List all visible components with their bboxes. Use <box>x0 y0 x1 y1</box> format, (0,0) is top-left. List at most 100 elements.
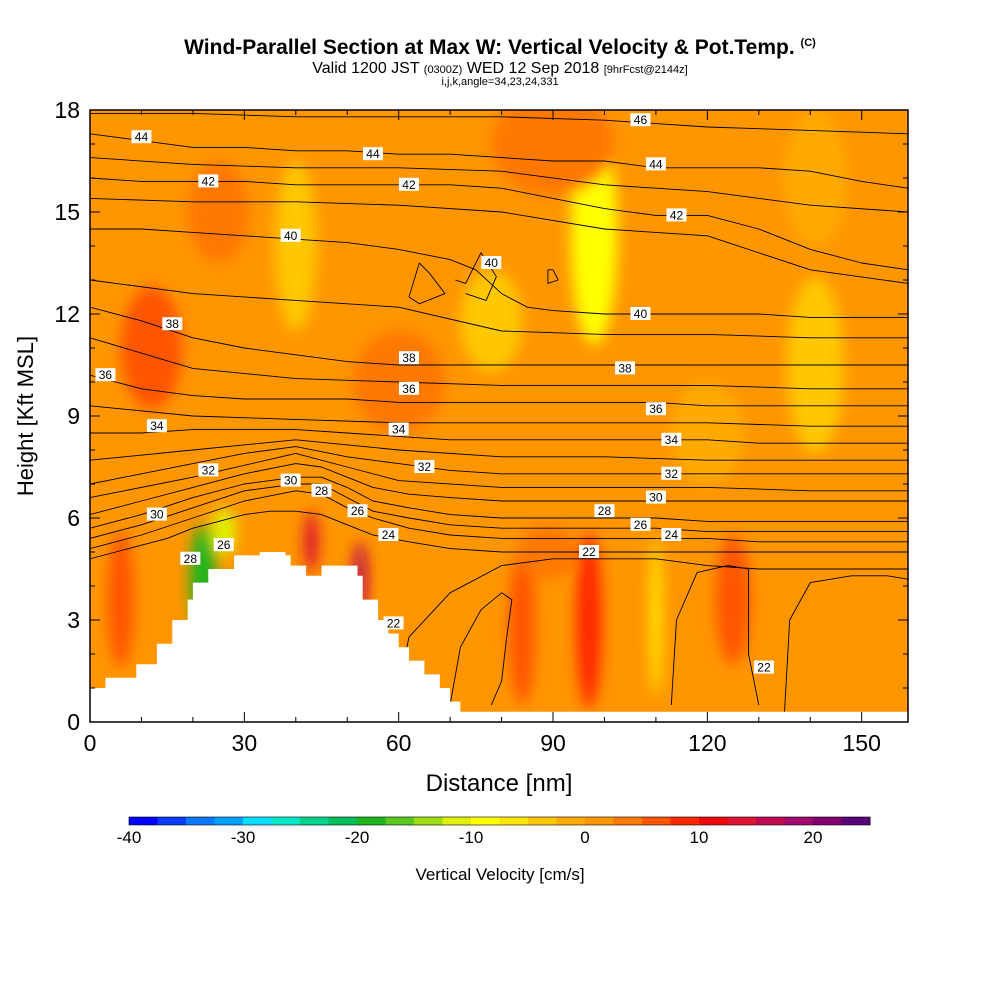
colorbar-swatch <box>727 817 757 825</box>
valid-prefix: Valid 1200 JST <box>312 60 420 77</box>
colorbar-swatch <box>813 817 842 825</box>
velocity-region <box>187 161 250 263</box>
contour-label-bg <box>398 177 419 191</box>
contour-label: 32 <box>661 466 682 481</box>
title-main-text: Wind-Parallel Section at Max W: Vertical… <box>184 36 795 59</box>
contour-label: 30 <box>146 508 167 522</box>
velocity-region <box>508 548 536 705</box>
terrain <box>90 552 908 722</box>
colorbar-swatch <box>357 817 386 825</box>
contour-label: 26 <box>347 504 368 518</box>
contour-label-bg <box>146 419 167 433</box>
y-tick-label: 9 <box>67 403 80 429</box>
colorbar-swatch <box>585 817 614 825</box>
contour-label-text: 38 <box>618 361 632 375</box>
contour-label-bg <box>388 422 409 436</box>
contour-label-bg <box>198 174 219 188</box>
colorbar-swatch <box>670 817 700 825</box>
contour-label-bg <box>666 208 687 222</box>
contour-label: 42 <box>398 177 419 192</box>
contour-label-bg <box>594 504 615 518</box>
valid-date: WED 12 Sep 2018 <box>466 60 600 77</box>
contour-label: 34 <box>146 419 167 433</box>
contour-labels: 44 42 40 44 42 40 46 44 42 38 36 40 38 38 36 36 34 34 34 32… <box>95 113 774 675</box>
contour-label-bg <box>280 473 301 487</box>
contour-label-text: 30 <box>284 474 298 488</box>
contour-label-text: 44 <box>366 147 380 161</box>
colorbar-swatch <box>328 817 358 825</box>
contour-label: 30 <box>645 490 666 505</box>
velocity-region <box>715 535 751 665</box>
contour-label-text: 40 <box>634 307 648 321</box>
contour-label-text: 44 <box>135 130 149 144</box>
contour-label-text: 22 <box>757 661 771 675</box>
contour-label-text: 36 <box>99 368 113 382</box>
colorbar-tick-label: 10 <box>690 828 709 847</box>
theta-contour-closed <box>547 269 559 284</box>
contour-label-text: 46 <box>634 113 648 127</box>
colorbar-swatch <box>214 817 244 825</box>
contour-label-bg <box>753 660 774 674</box>
x-tick-label: 0 <box>84 730 97 756</box>
velocity-region <box>491 110 615 195</box>
contour-label-bg <box>378 528 399 541</box>
contour-label-text: 38 <box>166 317 180 331</box>
colorbar-swatch <box>699 817 728 825</box>
contour-label: 38 <box>398 351 419 365</box>
x-tick-label: 150 <box>843 730 881 756</box>
contour-label-text: 26 <box>217 538 231 552</box>
contour-label-bg <box>645 157 666 171</box>
contour-label: 34 <box>388 422 409 437</box>
colorbar-swatch <box>243 817 272 825</box>
contour-label: 42 <box>666 208 687 222</box>
contour-label-text: 26 <box>634 518 648 532</box>
theta-contour <box>90 405 908 427</box>
colorbar-tick-label: -10 <box>459 828 484 847</box>
colorbar-swatch <box>756 817 785 825</box>
contour-label: 28 <box>594 504 615 518</box>
contour-label: 24 <box>661 528 682 542</box>
contour-label-bg <box>311 483 332 497</box>
x-tick-label: 120 <box>688 730 726 756</box>
y-tick-label: 12 <box>54 301 80 327</box>
field-blobs <box>107 110 847 709</box>
contour-label: 22 <box>753 660 774 675</box>
contour-label: 28 <box>311 483 332 498</box>
colorbar-swatch <box>471 817 500 825</box>
theta-contour <box>90 133 908 189</box>
colorbar-tick-label: -40 <box>117 828 142 847</box>
contour-label-bg <box>383 616 404 630</box>
contour-label: 24 <box>378 528 399 542</box>
colorbar-swatch <box>157 817 187 825</box>
contour-label-text: 24 <box>665 528 679 542</box>
contour-label: 22 <box>383 616 404 630</box>
colorbar-tick-label: -30 <box>231 828 256 847</box>
contour-label-text: 26 <box>351 504 365 518</box>
theta-contour-closed <box>449 592 513 706</box>
contour-label-bg <box>630 307 651 320</box>
contour-label-text: 24 <box>382 528 396 542</box>
contour-label-bg <box>661 528 682 541</box>
contour-label: 34 <box>661 432 682 447</box>
contour-label-text: 36 <box>402 382 416 396</box>
contour-label: 32 <box>198 463 219 477</box>
contour-label: 22 <box>579 545 600 559</box>
contour-label-text: 44 <box>649 157 663 171</box>
valid-utc: (0300Z) <box>423 64 463 76</box>
contour-label-text: 42 <box>202 174 216 188</box>
contour-label-text: 40 <box>485 256 499 270</box>
contour-label-bg <box>213 538 234 552</box>
theta-contour <box>90 510 908 560</box>
velocity-region <box>304 511 319 573</box>
contour-label-text: 32 <box>202 463 216 477</box>
contour-label: 36 <box>645 402 666 416</box>
colorbar-label: Vertical Velocity [cm/s] <box>415 865 584 884</box>
theta-contour-closed <box>408 262 446 305</box>
colorbar-swatch <box>271 817 301 825</box>
theta-contour <box>90 228 908 318</box>
velocity-region <box>671 382 744 484</box>
potential-temperature-contours <box>90 112 908 712</box>
theta-contour <box>90 476 908 529</box>
